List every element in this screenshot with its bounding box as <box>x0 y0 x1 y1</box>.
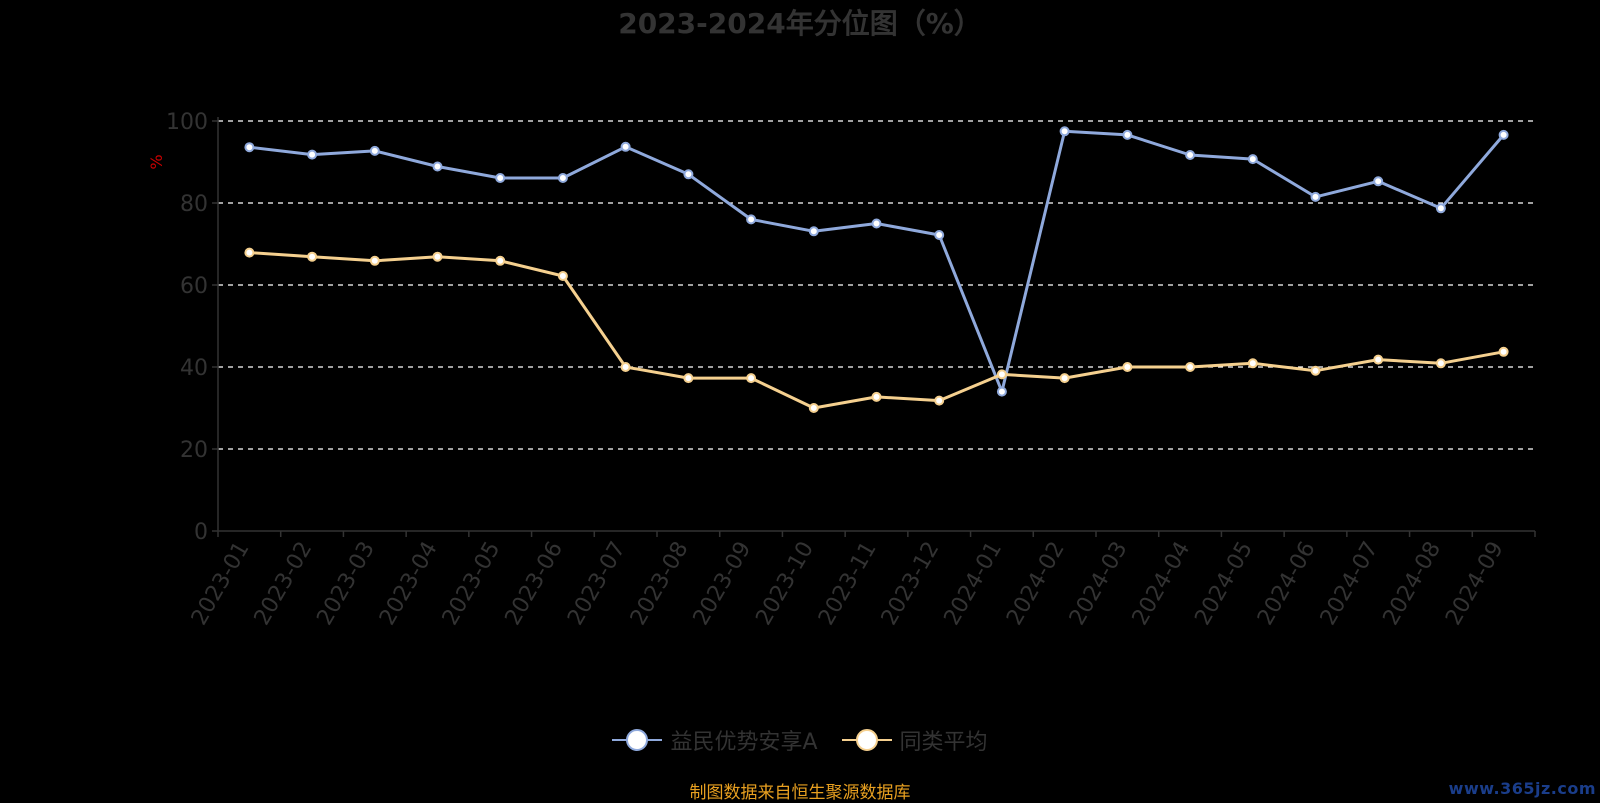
x-tick-label: 2024-02 <box>1002 538 1070 630</box>
x-tick-label: 2024-03 <box>1065 538 1133 630</box>
data-point <box>1435 203 1446 214</box>
x-tick-label: 2023-03 <box>312 538 380 630</box>
x-tick-label: 2024-06 <box>1253 538 1321 630</box>
data-point <box>746 373 757 384</box>
data-point <box>495 255 506 266</box>
legend: 益民优势安享A 同类平均 <box>0 720 1600 760</box>
legend-label-series-2: 同类平均 <box>899 730 988 755</box>
y-tick-label: 40 <box>180 356 208 381</box>
data-point <box>1373 176 1384 187</box>
data-point <box>307 149 318 160</box>
data-point <box>369 145 380 156</box>
data-point <box>996 386 1007 397</box>
data-point <box>1310 365 1321 376</box>
data-point <box>683 373 694 384</box>
y-axis-label: % <box>147 154 166 169</box>
data-point <box>1122 129 1133 140</box>
data-point <box>996 369 1007 380</box>
x-tick-label: 2023-01 <box>187 538 255 630</box>
data-point <box>871 218 882 229</box>
series-2 <box>244 247 1509 413</box>
data-point <box>307 251 318 262</box>
data-point <box>620 362 631 372</box>
data-point <box>1247 154 1258 165</box>
data-point <box>683 169 694 180</box>
data-point <box>934 395 945 406</box>
data-point <box>1122 362 1133 372</box>
data-point <box>1435 358 1446 369</box>
legend-swatch-series-1 <box>612 727 663 753</box>
y-tick-label: 20 <box>180 438 208 463</box>
legend-item-series-2[interactable]: 同类平均 <box>841 724 988 756</box>
data-point <box>1185 150 1196 160</box>
data-point <box>1310 191 1321 202</box>
data-point <box>620 141 631 152</box>
data-point <box>557 271 568 281</box>
x-tick-label: 2024-05 <box>1190 538 1258 630</box>
data-point <box>557 173 568 183</box>
x-tick-label: 2024-09 <box>1441 538 1509 630</box>
data-point <box>432 251 443 262</box>
x-tick-label: 2023-12 <box>877 538 945 630</box>
x-tick-label: 2024-08 <box>1379 538 1447 630</box>
x-tick-label: 2023-08 <box>626 538 694 630</box>
x-tick-label: 2023-05 <box>438 538 506 630</box>
y-tick-label: 0 <box>194 520 208 545</box>
watermark: www.365jz.com <box>1448 779 1596 798</box>
legend-label-series-1: 益民优势安享A <box>670 730 818 755</box>
y-tick-label: 60 <box>180 274 208 299</box>
data-point <box>1498 346 1509 357</box>
x-tick-label: 2023-10 <box>751 538 819 630</box>
x-tick-label: 2023-06 <box>501 538 569 630</box>
data-point <box>808 403 819 413</box>
x-tick-label: 2023-09 <box>689 538 757 630</box>
x-tick-label: 2023-02 <box>250 538 318 630</box>
data-point <box>746 214 757 225</box>
series-line-2 <box>249 251 1504 410</box>
y-tick-label: 80 <box>180 192 208 217</box>
x-tick-label: 2023-11 <box>814 538 882 630</box>
source-note: 制图数据来自恒生聚源数据库 <box>689 783 911 803</box>
y-tick-label: 100 <box>166 110 208 135</box>
series-1 <box>244 126 1509 397</box>
data-point <box>1498 129 1509 140</box>
legend-swatch-series-2 <box>841 727 892 753</box>
data-point <box>432 161 443 172</box>
data-point <box>1059 126 1070 137</box>
data-point <box>1059 373 1070 384</box>
data-point <box>871 391 882 402</box>
data-point <box>495 173 506 183</box>
x-tick-label: 2023-07 <box>563 538 631 630</box>
x-tick-label: 2024-04 <box>1128 538 1196 630</box>
x-tick-label: 2024-07 <box>1316 538 1384 630</box>
x-tick-label: 2024-01 <box>940 538 1008 630</box>
data-point <box>934 230 945 240</box>
series-group <box>244 126 1509 413</box>
data-point <box>808 226 819 237</box>
legend-item-series-1[interactable]: 益民优势安享A <box>612 724 818 756</box>
data-point <box>1373 354 1384 365</box>
data-point <box>244 247 255 258</box>
data-point <box>1247 358 1258 369</box>
data-point <box>1185 362 1196 372</box>
x-tick-label: 2023-04 <box>375 538 443 630</box>
data-point <box>244 142 255 153</box>
data-point <box>369 255 380 266</box>
chart-title: 2023-2024年分位图（%） <box>618 7 982 40</box>
